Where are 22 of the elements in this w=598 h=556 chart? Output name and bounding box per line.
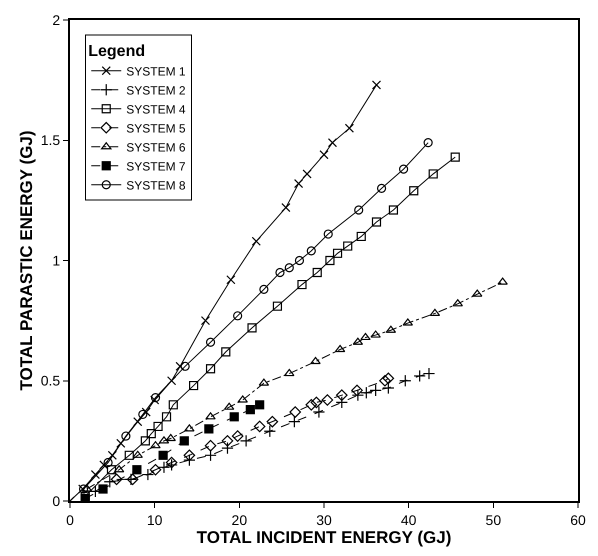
x-tick-label: 50 <box>486 512 502 528</box>
y-tick-label: 0.5 <box>40 372 60 389</box>
y-axis-title: TOTAL PARASTIC ENERGY (GJ) <box>16 130 36 391</box>
legend-label: SYSTEM 2 <box>126 83 186 98</box>
legend-label: SYSTEM 8 <box>126 178 186 192</box>
x-tick-label: 40 <box>400 512 417 528</box>
y-tick-label: 1.5 <box>40 132 60 148</box>
y-tick-label: 1 <box>52 252 60 268</box>
legend-label: SYSTEM 5 <box>126 121 186 136</box>
x-axis-title: TOTAL INCIDENT ENERGY (GJ) <box>196 528 452 547</box>
x-tick-label: 60 <box>570 512 586 528</box>
legend-label: SYSTEM 4 <box>126 102 186 116</box>
legend-title: Legend <box>88 43 146 60</box>
x-tick-label: 10 <box>146 512 163 528</box>
y-tick-label: 2 <box>52 12 60 28</box>
x-tick-label: 0 <box>66 512 74 528</box>
legend-label: SYSTEM 7 <box>126 159 186 174</box>
y-tick-label: 0 <box>52 492 60 509</box>
legend-label: SYSTEM 1 <box>126 64 186 78</box>
x-tick-label: 20 <box>232 512 248 528</box>
x-tick-label: 30 <box>316 512 332 528</box>
legend-label: SYSTEM 6 <box>126 140 186 154</box>
